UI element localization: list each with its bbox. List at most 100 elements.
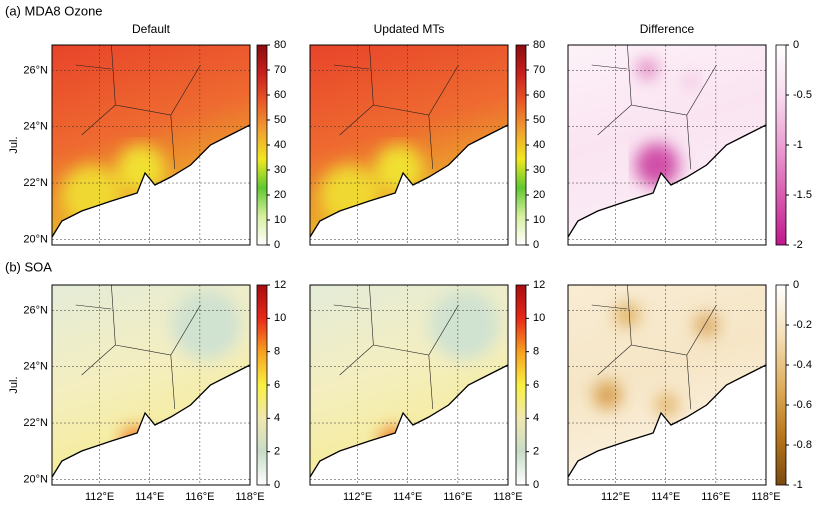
hotspot xyxy=(655,393,679,417)
colorbar xyxy=(775,44,787,246)
colorbar xyxy=(775,284,787,486)
colorbar-tick-label: 20 xyxy=(274,189,286,201)
colorbar-tick-label: -1 xyxy=(793,479,803,491)
lon-tick-label: 114°E xyxy=(135,491,164,503)
colorbar-tick-label: -2 xyxy=(793,239,803,251)
hotspot xyxy=(684,75,697,87)
panel-title: Difference xyxy=(640,22,695,36)
colorbar-tick-label: -1 xyxy=(793,139,803,151)
colorbar-tick-label: -0.6 xyxy=(793,399,812,411)
colorbar-tick-label: 20 xyxy=(533,189,545,201)
colorbar-tick-label: 10 xyxy=(533,312,545,324)
lon-tick-label: 114°E xyxy=(651,491,680,503)
colorbar-tick-label: 2 xyxy=(533,446,539,458)
colorbar-tick-label: 0 xyxy=(793,279,799,291)
map-frame xyxy=(309,44,509,246)
hotspot xyxy=(375,145,424,193)
lon-tick-label: 112°E xyxy=(343,491,372,503)
colorbar-tick-label: 2 xyxy=(274,446,280,458)
row-label: (a) MDA8 Ozone xyxy=(5,3,103,18)
hotspot xyxy=(694,313,719,337)
colorbar-tick-label: 60 xyxy=(533,89,545,101)
colorbar-tick-label: 4 xyxy=(274,412,280,424)
lat-tick-label: 24°N xyxy=(23,121,48,133)
lon-tick-label: 112°E xyxy=(601,491,630,503)
map-panel xyxy=(567,284,767,486)
lon-tick-label: 116°E xyxy=(701,491,730,503)
coastline xyxy=(51,364,251,478)
colorbar-tick-label: -0.4 xyxy=(793,359,812,371)
colorbar xyxy=(256,44,268,246)
map-frame xyxy=(567,44,767,246)
coastline xyxy=(567,364,767,478)
map-panel xyxy=(567,44,767,246)
lat-tick-label: 26°N xyxy=(23,304,48,316)
lon-tick-label: 112°E xyxy=(85,491,114,503)
colorbar-tick-label: 10 xyxy=(274,312,286,324)
colorbar-tick-label: 4 xyxy=(533,412,539,424)
side-label: Jul. xyxy=(8,136,20,153)
hotspot xyxy=(593,381,622,409)
colorbar-tick-label: 0 xyxy=(533,239,539,251)
colorbar-tick-label: 6 xyxy=(274,379,280,391)
colorbar-tick-label: 12 xyxy=(274,279,286,291)
colorbar-tick-label: 0 xyxy=(793,39,799,51)
colorbar-tick-label: 30 xyxy=(274,164,286,176)
lat-tick-label: 22°N xyxy=(23,417,48,429)
map-frame xyxy=(51,44,251,246)
map-panel xyxy=(51,284,251,486)
colorbar-tick-label: 8 xyxy=(533,346,539,358)
colorbar-tick-label: -0.5 xyxy=(793,89,812,101)
colorbar-tick-label: 6 xyxy=(533,379,539,391)
lat-tick-label: 22°N xyxy=(23,177,48,189)
map-frame xyxy=(51,284,251,486)
lon-tick-label: 118°E xyxy=(751,491,780,503)
colorbar-tick-label: 70 xyxy=(533,64,545,76)
panel-title: Default xyxy=(132,22,171,36)
colorbar-tick-label: 0 xyxy=(533,479,539,491)
colorbar-tick-label: 40 xyxy=(533,139,545,151)
lat-tick-label: 20°N xyxy=(23,473,48,485)
colorbar xyxy=(515,44,527,246)
colorbar xyxy=(515,284,527,486)
map-panel xyxy=(51,44,251,246)
hotspot xyxy=(117,145,166,193)
colorbar-tick-label: 8 xyxy=(274,346,280,358)
lon-tick-label: 116°E xyxy=(185,491,214,503)
colorbar-tick-label: 30 xyxy=(533,164,545,176)
colorbar-tick-label: 40 xyxy=(274,139,286,151)
coastline xyxy=(51,124,251,238)
coastline xyxy=(309,364,509,478)
hotspot xyxy=(637,59,658,79)
colorbar-tick-label: 0 xyxy=(274,239,280,251)
province-borders xyxy=(333,284,459,410)
map-frame xyxy=(567,284,767,486)
colorbar-tick-label: 80 xyxy=(533,39,545,51)
colorbar xyxy=(256,284,268,486)
province-borders xyxy=(591,44,717,170)
colorbar-tick-label: 0 xyxy=(274,479,280,491)
colorbar-tick-label: -1.5 xyxy=(793,189,812,201)
lat-tick-label: 20°N xyxy=(23,233,48,245)
colorbar-tick-label: 60 xyxy=(274,89,286,101)
hotspot xyxy=(429,290,500,360)
hotspot xyxy=(171,290,242,360)
row-label: (b) SOA xyxy=(5,259,52,274)
colorbar-tick-label: 10 xyxy=(274,214,286,226)
province-borders xyxy=(75,44,201,170)
lat-tick-label: 26°N xyxy=(23,64,48,76)
lat-tick-label: 24°N xyxy=(23,361,48,373)
lon-tick-label: 118°E xyxy=(235,491,264,503)
colorbar-tick-label: 70 xyxy=(274,64,286,76)
map-panel xyxy=(309,284,509,486)
lon-tick-label: 116°E xyxy=(443,491,472,503)
map-frame xyxy=(309,284,509,486)
province-borders xyxy=(333,44,459,170)
colorbar-tick-label: -0.2 xyxy=(793,319,812,331)
coastline xyxy=(309,124,509,238)
province-borders xyxy=(591,284,717,410)
province-borders xyxy=(75,284,201,410)
lon-tick-label: 118°E xyxy=(493,491,522,503)
colorbar-tick-label: 80 xyxy=(274,39,286,51)
